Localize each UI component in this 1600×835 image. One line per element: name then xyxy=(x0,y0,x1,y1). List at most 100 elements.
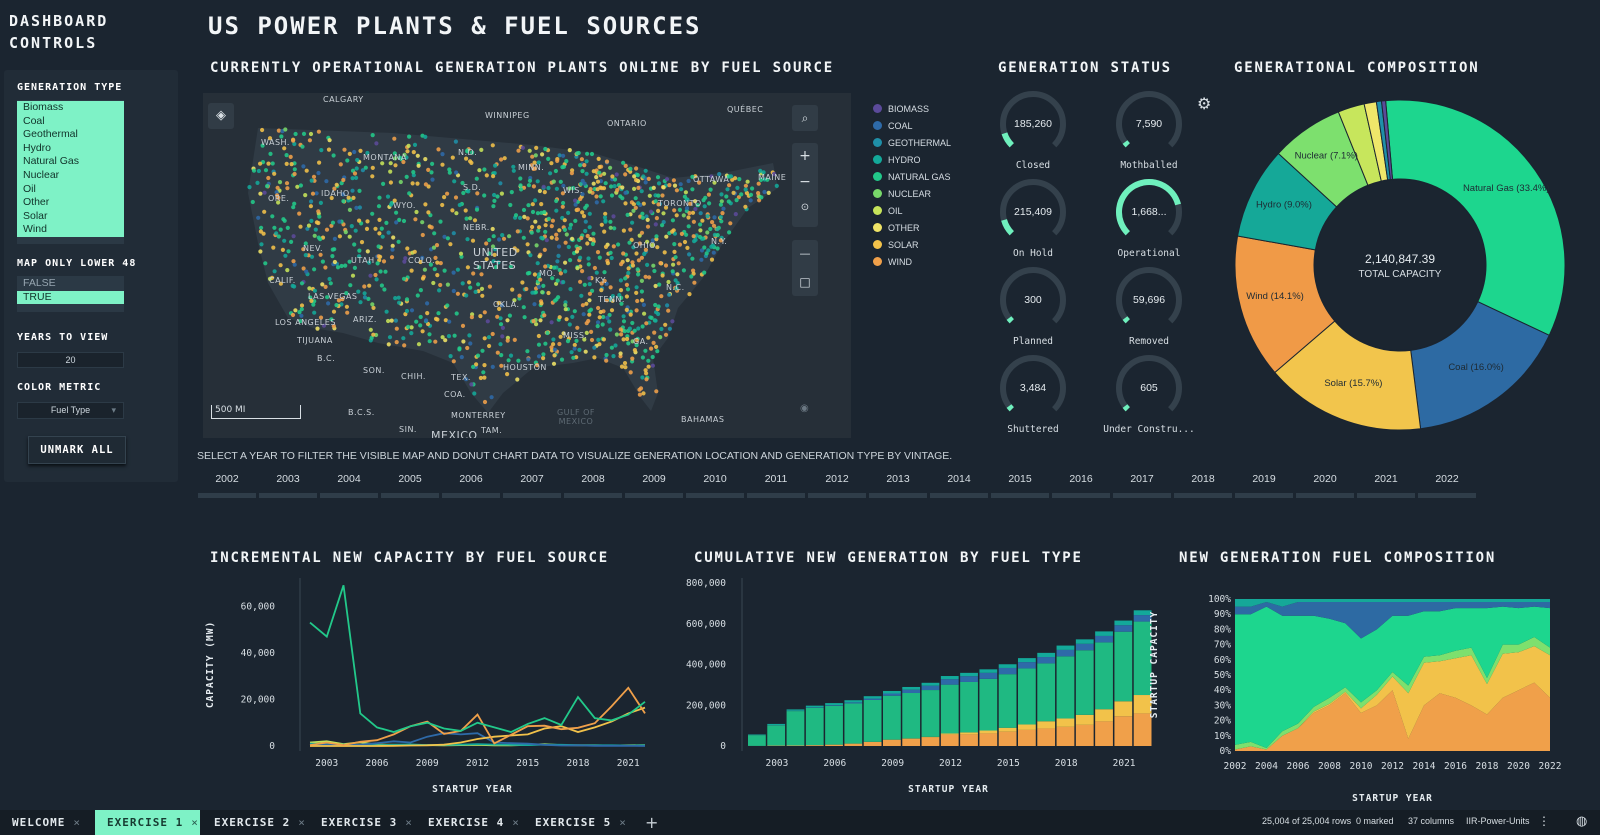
plant-marker[interactable] xyxy=(634,166,639,171)
plant-marker[interactable] xyxy=(433,339,438,344)
plant-marker[interactable] xyxy=(623,172,628,177)
plant-marker[interactable] xyxy=(343,230,348,235)
plant-marker[interactable] xyxy=(495,194,500,199)
plant-marker[interactable] xyxy=(587,276,592,281)
plant-marker[interactable] xyxy=(641,201,646,206)
legend-item[interactable]: GEOTHERMAL xyxy=(873,134,951,151)
plant-marker[interactable] xyxy=(326,301,331,306)
plant-marker[interactable] xyxy=(682,239,688,245)
plant-marker[interactable] xyxy=(266,161,271,166)
plant-marker[interactable] xyxy=(447,167,452,172)
plant-marker[interactable] xyxy=(285,186,290,191)
plant-marker[interactable] xyxy=(582,181,587,186)
plant-marker[interactable] xyxy=(377,195,382,200)
generation-type-option[interactable]: Biomass xyxy=(17,101,124,115)
plant-marker[interactable] xyxy=(479,147,484,152)
plant-marker[interactable] xyxy=(476,282,481,287)
plant-marker[interactable] xyxy=(416,163,421,168)
plant-marker[interactable] xyxy=(703,195,708,200)
plant-marker[interactable] xyxy=(345,310,350,315)
plant-marker[interactable] xyxy=(711,250,716,255)
plant-marker[interactable] xyxy=(327,138,332,143)
plant-marker[interactable] xyxy=(335,265,341,270)
plant-marker[interactable] xyxy=(393,163,398,168)
plant-marker[interactable] xyxy=(501,236,507,241)
plant-marker[interactable] xyxy=(274,190,279,195)
plant-marker[interactable] xyxy=(711,223,717,228)
plant-marker[interactable] xyxy=(347,259,352,264)
plant-marker[interactable] xyxy=(447,319,452,324)
plant-marker[interactable] xyxy=(317,160,322,165)
plant-marker[interactable] xyxy=(529,230,534,235)
plant-marker[interactable] xyxy=(381,259,387,264)
plant-marker[interactable] xyxy=(490,143,495,148)
year-filter-button[interactable]: 2008 xyxy=(564,472,622,500)
plant-marker[interactable] xyxy=(423,157,428,162)
plant-marker[interactable] xyxy=(557,228,562,233)
plant-marker[interactable] xyxy=(458,251,464,256)
plant-marker[interactable] xyxy=(478,314,483,319)
plant-marker[interactable] xyxy=(639,278,644,283)
plant-marker[interactable] xyxy=(470,238,476,243)
bar-segment[interactable] xyxy=(998,667,1017,675)
bar-segment[interactable] xyxy=(1095,709,1113,722)
plant-marker[interactable] xyxy=(653,318,658,323)
bar-segment[interactable] xyxy=(902,689,921,694)
plant-marker[interactable] xyxy=(374,141,379,146)
plant-marker[interactable] xyxy=(365,219,370,224)
plant-marker[interactable] xyxy=(484,173,489,178)
plant-marker[interactable] xyxy=(552,265,557,270)
plant-marker[interactable] xyxy=(467,333,472,338)
bar-segment[interactable] xyxy=(883,739,901,746)
plant-marker[interactable] xyxy=(368,327,373,332)
plant-marker[interactable] xyxy=(636,201,641,206)
plant-marker[interactable] xyxy=(247,185,252,190)
plant-marker[interactable] xyxy=(650,354,655,360)
plant-marker[interactable] xyxy=(579,293,584,298)
plant-marker[interactable] xyxy=(280,247,285,252)
plant-marker[interactable] xyxy=(573,218,578,223)
plant-marker[interactable] xyxy=(658,335,663,340)
plant-marker[interactable] xyxy=(511,168,516,173)
plant-marker[interactable] xyxy=(299,307,304,312)
plant-marker[interactable] xyxy=(285,268,290,273)
plant-marker[interactable] xyxy=(546,185,551,191)
plant-marker[interactable] xyxy=(532,272,537,277)
plant-marker[interactable] xyxy=(298,183,303,188)
plant-marker[interactable] xyxy=(587,211,592,216)
plant-marker[interactable] xyxy=(679,231,684,236)
plant-marker[interactable] xyxy=(611,214,616,219)
bar-segment[interactable] xyxy=(1018,729,1036,746)
plant-marker[interactable] xyxy=(474,362,479,367)
plant-marker[interactable] xyxy=(331,324,336,329)
plant-marker[interactable] xyxy=(699,248,705,253)
year-filter-button[interactable]: 2019 xyxy=(1235,472,1293,500)
plant-marker[interactable] xyxy=(465,148,470,153)
plant-marker[interactable] xyxy=(324,227,330,232)
plant-marker[interactable] xyxy=(260,127,265,133)
plant-marker[interactable] xyxy=(478,375,483,381)
plant-marker[interactable] xyxy=(320,282,325,287)
plant-marker[interactable] xyxy=(289,162,294,167)
plant-marker[interactable] xyxy=(480,348,485,353)
plant-marker[interactable] xyxy=(475,353,481,358)
plant-marker[interactable] xyxy=(358,300,363,305)
plant-marker[interactable] xyxy=(405,246,410,251)
plant-marker[interactable] xyxy=(380,234,385,239)
plant-marker[interactable] xyxy=(536,228,541,233)
plant-marker[interactable] xyxy=(574,338,579,343)
plant-marker[interactable] xyxy=(500,303,505,308)
plant-marker[interactable] xyxy=(451,270,456,275)
plant-marker[interactable] xyxy=(551,337,556,342)
plant-marker[interactable] xyxy=(597,315,602,320)
plant-marker[interactable] xyxy=(568,287,573,292)
plant-marker[interactable] xyxy=(492,252,497,257)
plant-marker[interactable] xyxy=(345,158,350,163)
plant-marker[interactable] xyxy=(718,238,724,243)
plant-marker[interactable] xyxy=(552,353,557,358)
plant-marker[interactable] xyxy=(615,188,620,193)
bar-segment[interactable] xyxy=(767,725,786,746)
plant-marker[interactable] xyxy=(646,176,651,181)
plant-marker[interactable] xyxy=(260,143,265,148)
plant-marker[interactable] xyxy=(672,183,678,188)
